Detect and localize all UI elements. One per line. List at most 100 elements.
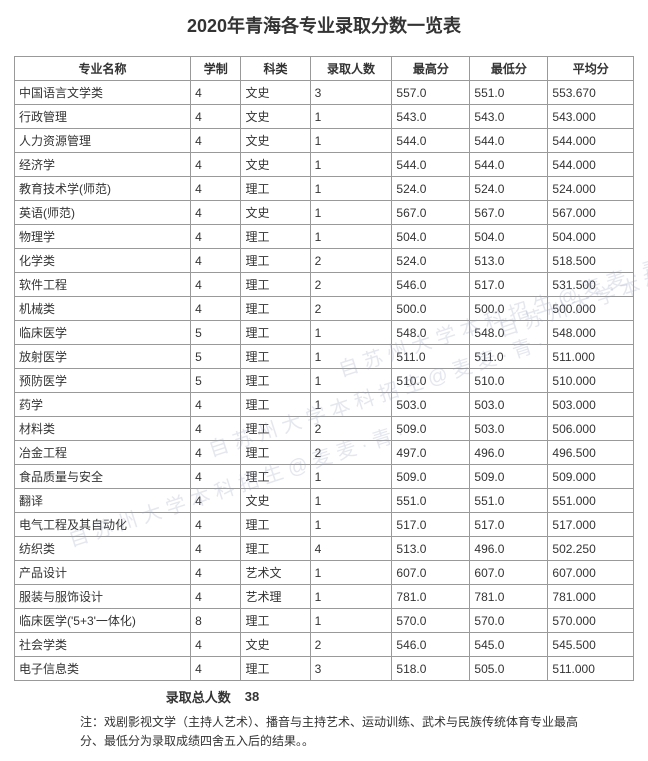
table-cell: 544.000 xyxy=(548,153,634,177)
table-cell: 理工 xyxy=(241,513,310,537)
table-cell: 4 xyxy=(191,537,241,561)
table-cell: 预防医学 xyxy=(15,369,191,393)
table-cell: 503.0 xyxy=(470,417,548,441)
table-cell: 509.0 xyxy=(392,465,470,489)
table-cell: 4 xyxy=(191,585,241,609)
table-cell: 1 xyxy=(310,393,392,417)
table-cell: 524.0 xyxy=(392,249,470,273)
table-cell: 496.0 xyxy=(470,441,548,465)
table-cell: 545.500 xyxy=(548,633,634,657)
table-cell: 503.0 xyxy=(392,393,470,417)
table-cell: 506.000 xyxy=(548,417,634,441)
table-cell: 4 xyxy=(191,489,241,513)
table-cell: 551.0 xyxy=(470,489,548,513)
table-cell: 5 xyxy=(191,345,241,369)
table-cell: 505.0 xyxy=(470,657,548,681)
page-title: 2020年青海各专业录取分数一览表 xyxy=(0,0,648,56)
table-cell: 4 xyxy=(191,561,241,585)
table-cell: 545.0 xyxy=(470,633,548,657)
table-cell: 4 xyxy=(191,393,241,417)
table-cell: 4 xyxy=(191,465,241,489)
table-cell: 4 xyxy=(191,129,241,153)
table-cell: 511.0 xyxy=(470,345,548,369)
table-cell: 1 xyxy=(310,321,392,345)
table-cell: 社会学类 xyxy=(15,633,191,657)
table-cell: 4 xyxy=(191,153,241,177)
table-row: 放射医学5理工1511.0511.0511.000 xyxy=(15,345,634,369)
table-cell: 548.000 xyxy=(548,321,634,345)
table-cell: 503.000 xyxy=(548,393,634,417)
table-cell: 电子信息类 xyxy=(15,657,191,681)
table-cell: 607.000 xyxy=(548,561,634,585)
table-body: 中国语言文学类4文史3557.0551.0553.670行政管理4文史1543.… xyxy=(15,81,634,681)
table-cell: 544.0 xyxy=(470,153,548,177)
table-cell: 510.0 xyxy=(392,369,470,393)
table-cell: 4 xyxy=(191,249,241,273)
table-cell: 4 xyxy=(310,537,392,561)
table-row: 食品质量与安全4理工1509.0509.0509.000 xyxy=(15,465,634,489)
table-cell: 524.0 xyxy=(392,177,470,201)
table-cell: 理工 xyxy=(241,321,310,345)
table-cell: 纺织类 xyxy=(15,537,191,561)
table-cell: 理工 xyxy=(241,441,310,465)
table-cell: 8 xyxy=(191,609,241,633)
table-cell: 文史 xyxy=(241,105,310,129)
table-cell: 翻译 xyxy=(15,489,191,513)
table-cell: 551.0 xyxy=(470,81,548,105)
col-header-min: 最低分 xyxy=(470,57,548,81)
table-row: 药学4理工1503.0503.0503.000 xyxy=(15,393,634,417)
table-cell: 理工 xyxy=(241,465,310,489)
table-cell: 产品设计 xyxy=(15,561,191,585)
table-cell: 510.0 xyxy=(470,369,548,393)
col-header-duration: 学制 xyxy=(191,57,241,81)
table-cell: 544.0 xyxy=(470,129,548,153)
table-row: 教育技术学(师范)4理工1524.0524.0524.000 xyxy=(15,177,634,201)
table-cell: 517.0 xyxy=(470,273,548,297)
table-cell: 1 xyxy=(310,177,392,201)
table-cell: 497.0 xyxy=(392,441,470,465)
table-cell: 4 xyxy=(191,81,241,105)
table-row: 纺织类4理工4513.0496.0502.250 xyxy=(15,537,634,561)
table-cell: 551.0 xyxy=(392,489,470,513)
col-header-max: 最高分 xyxy=(392,57,470,81)
table-cell: 567.000 xyxy=(548,201,634,225)
table-cell: 517.0 xyxy=(470,513,548,537)
table-cell: 人力资源管理 xyxy=(15,129,191,153)
table-header-row: 专业名称 学制 科类 录取人数 最高分 最低分 平均分 xyxy=(15,57,634,81)
table-row: 产品设计4艺术文1607.0607.0607.000 xyxy=(15,561,634,585)
table-cell: 544.0 xyxy=(392,153,470,177)
table-cell: 500.0 xyxy=(470,297,548,321)
table-cell: 2 xyxy=(310,273,392,297)
table-cell: 511.0 xyxy=(392,345,470,369)
table-cell: 临床医学('5+3'一体化) xyxy=(15,609,191,633)
table-cell: 艺术文 xyxy=(241,561,310,585)
table-cell: 544.0 xyxy=(392,129,470,153)
summary-label: 录取总人数 xyxy=(14,681,241,709)
table-row: 预防医学5理工1510.0510.0510.000 xyxy=(15,369,634,393)
table-cell: 509.0 xyxy=(392,417,470,441)
table-cell: 546.0 xyxy=(392,273,470,297)
col-header-category: 科类 xyxy=(241,57,310,81)
table-cell: 软件工程 xyxy=(15,273,191,297)
table-cell: 551.000 xyxy=(548,489,634,513)
table-cell: 4 xyxy=(191,417,241,441)
table-cell: 4 xyxy=(191,201,241,225)
table-cell: 1 xyxy=(310,225,392,249)
table-container: 专业名称 学制 科类 录取人数 最高分 最低分 平均分 中国语言文学类4文史35… xyxy=(0,56,648,709)
table-cell: 511.000 xyxy=(548,657,634,681)
table-cell: 电气工程及其自动化 xyxy=(15,513,191,537)
table-cell: 服装与服饰设计 xyxy=(15,585,191,609)
table-cell: 1 xyxy=(310,561,392,585)
table-cell: 艺术理 xyxy=(241,585,310,609)
table-cell: 行政管理 xyxy=(15,105,191,129)
table-cell: 503.0 xyxy=(470,393,548,417)
table-cell: 2 xyxy=(310,297,392,321)
table-cell: 1 xyxy=(310,609,392,633)
table-cell: 1 xyxy=(310,129,392,153)
table-cell: 557.0 xyxy=(392,81,470,105)
table-cell: 1 xyxy=(310,585,392,609)
table-cell: 548.0 xyxy=(470,321,548,345)
table-cell: 文史 xyxy=(241,201,310,225)
table-cell: 500.0 xyxy=(392,297,470,321)
col-header-count: 录取人数 xyxy=(310,57,392,81)
